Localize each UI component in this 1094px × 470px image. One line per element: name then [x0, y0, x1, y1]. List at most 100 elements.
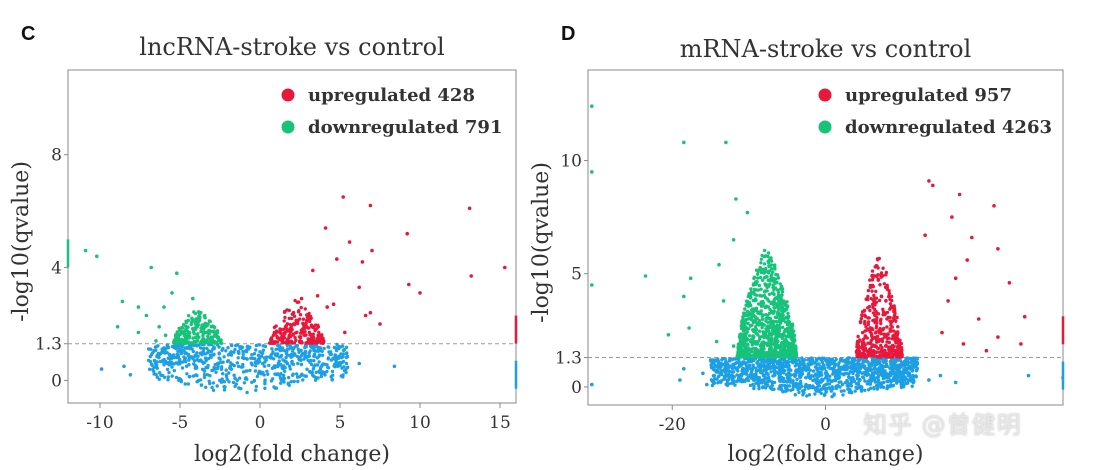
- point-ns: [191, 349, 195, 354]
- point-ns: [725, 363, 729, 368]
- point-up: [881, 266, 885, 270]
- y-tick-label: 8: [51, 146, 62, 166]
- point-up: [900, 348, 904, 352]
- legend-marker-up: [818, 88, 832, 102]
- point-down: [209, 324, 213, 329]
- point-ns: [152, 372, 156, 376]
- point-up: [862, 354, 866, 358]
- point-ns: [286, 381, 290, 385]
- point-ns: [228, 366, 232, 370]
- point-ns: [164, 351, 168, 355]
- point-ns: [224, 368, 228, 372]
- point-up: [869, 285, 873, 289]
- point-up: [368, 310, 373, 315]
- point-down: [778, 351, 782, 355]
- point-ns: [122, 364, 126, 369]
- point-down: [688, 276, 693, 281]
- point-ns: [876, 369, 881, 374]
- point-ns: [748, 373, 752, 377]
- point-down: [776, 276, 781, 280]
- point-down: [776, 310, 780, 315]
- point-ns: [274, 352, 278, 356]
- point-up: [879, 321, 883, 326]
- point-ns: [170, 374, 174, 378]
- point-ns: [824, 382, 828, 387]
- point-ns: [793, 393, 797, 397]
- point-ns: [766, 383, 770, 388]
- point-ns: [830, 379, 834, 383]
- point-ns: [743, 361, 748, 366]
- point-ns: [212, 345, 216, 350]
- point-ns: [893, 358, 897, 362]
- point-ns: [860, 362, 864, 366]
- point-ns: [320, 363, 324, 367]
- point-up: [950, 215, 954, 219]
- point-up: [871, 305, 875, 310]
- point-ns: [150, 363, 154, 367]
- point-up: [875, 340, 879, 344]
- point-ns: [807, 393, 812, 397]
- point-ns: [716, 381, 720, 385]
- point-down: [786, 346, 791, 351]
- point-up: [294, 338, 298, 343]
- series-up: [854, 179, 1027, 359]
- legend-marker-down: [281, 120, 295, 134]
- point-ns: [203, 360, 207, 364]
- point-down: [767, 338, 771, 343]
- point-ns: [333, 346, 337, 350]
- point-down: [785, 328, 790, 333]
- point-up: [275, 340, 280, 344]
- point-up: [296, 310, 301, 314]
- point-ns: [162, 359, 166, 363]
- point-ns: [832, 366, 836, 370]
- point-down: [768, 277, 772, 282]
- point-up: [896, 330, 900, 334]
- point-ns: [250, 353, 254, 357]
- point-ns: [194, 366, 199, 370]
- point-up: [957, 192, 962, 197]
- point-down: [784, 303, 788, 307]
- point-up: [900, 352, 904, 356]
- point-down: [746, 300, 750, 304]
- point-ns: [716, 357, 720, 361]
- point-up: [307, 341, 311, 345]
- point-up: [868, 347, 872, 351]
- point-ns: [341, 352, 345, 356]
- point-down: [780, 284, 784, 289]
- point-ns: [915, 356, 919, 360]
- point-ns: [804, 368, 808, 373]
- point-ns: [307, 369, 312, 374]
- point-down: [790, 354, 794, 358]
- point-ns: [761, 374, 766, 378]
- point-ns: [259, 354, 264, 358]
- point-ns: [910, 384, 914, 388]
- point-ns: [241, 370, 246, 374]
- point-ns: [146, 358, 151, 363]
- point-ns: [171, 353, 176, 357]
- point-ns: [901, 363, 905, 367]
- point-down: [778, 301, 782, 306]
- point-ns: [879, 385, 883, 389]
- point-down: [758, 275, 763, 280]
- point-ns: [225, 377, 229, 381]
- point-down: [214, 341, 219, 345]
- point-ns: [780, 378, 784, 382]
- point-down: [734, 197, 738, 201]
- point-ns: [191, 357, 195, 361]
- point-ns: [808, 357, 813, 361]
- point-ns: [819, 370, 823, 374]
- point-down: [199, 329, 203, 334]
- point-down: [794, 355, 798, 359]
- point-down: [170, 291, 174, 295]
- point-ns: [180, 345, 184, 349]
- point-up: [878, 326, 882, 331]
- point-ns: [842, 389, 846, 393]
- point-ns: [296, 379, 300, 384]
- point-up: [323, 226, 328, 230]
- point-ns: [284, 355, 288, 360]
- point-down: [180, 326, 185, 330]
- point-ns: [732, 364, 736, 369]
- point-ns: [303, 354, 307, 359]
- point-ns: [295, 354, 300, 359]
- point-ns: [778, 369, 782, 373]
